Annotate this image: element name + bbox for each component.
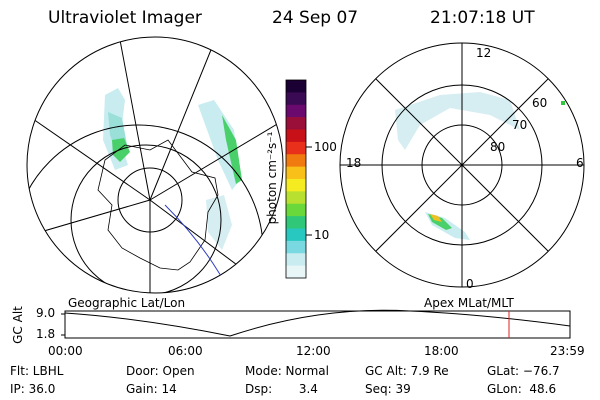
colorbar-swatch	[286, 228, 306, 242]
info-ip: IP: 36.0	[10, 382, 56, 396]
info-gain: Gain: 14	[126, 382, 177, 396]
timeline-y-label: GC Alt	[11, 306, 25, 344]
colorbar-swatch	[286, 203, 306, 217]
info-glon: GLon: 48.6	[487, 382, 557, 396]
colorbar-swatch	[286, 191, 306, 205]
colorbar-swatch	[286, 265, 306, 279]
colorbar-unit-label: photon cm⁻²s⁻¹	[265, 131, 279, 225]
mlt-label-18: 18	[346, 156, 362, 170]
colorbar-tick-10: 10	[314, 228, 330, 242]
lat-label-70: 70	[512, 118, 528, 132]
info-door: Door: Open	[126, 364, 195, 378]
timeline-x-tick: 18:00	[424, 344, 459, 358]
mlt-label-12: 12	[476, 46, 492, 60]
instrument-title: Ultraviolet Imager	[48, 8, 202, 28]
colorbar-scale	[286, 80, 306, 279]
timeline-x-tick: 06:00	[168, 344, 203, 358]
colorbar-swatch	[286, 179, 306, 192]
colorbar-swatch	[286, 129, 306, 143]
info-glat: GLat: −76.7	[487, 364, 560, 378]
lat-label-80: 80	[490, 140, 506, 154]
colorbar-swatch	[286, 253, 306, 267]
timeline-x-tick: 23:59	[550, 344, 585, 358]
mlt-label-6: 6	[576, 156, 584, 170]
geographic-map	[26, 36, 284, 294]
lat-label-60: 60	[532, 96, 548, 110]
colorbar-swatch	[286, 80, 306, 93]
timeline-y-tick-high: 9.0	[36, 306, 56, 320]
colorbar-swatch	[286, 166, 306, 180]
timeline-left-caption: Geographic Lat/Lon	[68, 296, 186, 310]
colorbar-swatch	[286, 117, 306, 131]
date-label: 24 Sep 07	[272, 8, 359, 28]
colorbar-tick-100: 100	[314, 140, 337, 154]
geographic-map-border	[26, 36, 284, 294]
timeline-y-tick-low: 1.8	[36, 327, 56, 341]
magnetic-map	[339, 42, 585, 288]
aurora-emission-right	[395, 92, 520, 150]
colorbar-swatch	[286, 141, 306, 155]
info-gc-alt: GC Alt: 7.9 Re	[365, 364, 449, 378]
time-label: 21:07:18 UT	[430, 8, 535, 28]
timeline-x-tick: 12:00	[296, 344, 331, 358]
aurora-emission-left	[103, 88, 242, 250]
timeline-x-tick: 00:00	[48, 344, 83, 358]
info-mode: Mode: Normal	[245, 364, 329, 378]
timeline-right-caption: Apex MLat/MLT	[424, 296, 514, 310]
colorbar	[285, 79, 312, 279]
colorbar-swatch	[286, 216, 306, 230]
mlt-label-0: 0	[466, 277, 474, 291]
colorbar-swatch	[286, 240, 306, 254]
info-seq: Seq: 39	[365, 382, 411, 396]
colorbar-swatch	[286, 92, 306, 106]
colorbar-swatch	[286, 104, 306, 118]
info-filter: Flt: LBHL	[10, 364, 64, 378]
colorbar-swatch	[286, 154, 306, 168]
info-dsp: Dsp: 3.4	[245, 382, 318, 396]
altitude-timeline	[61, 309, 571, 339]
